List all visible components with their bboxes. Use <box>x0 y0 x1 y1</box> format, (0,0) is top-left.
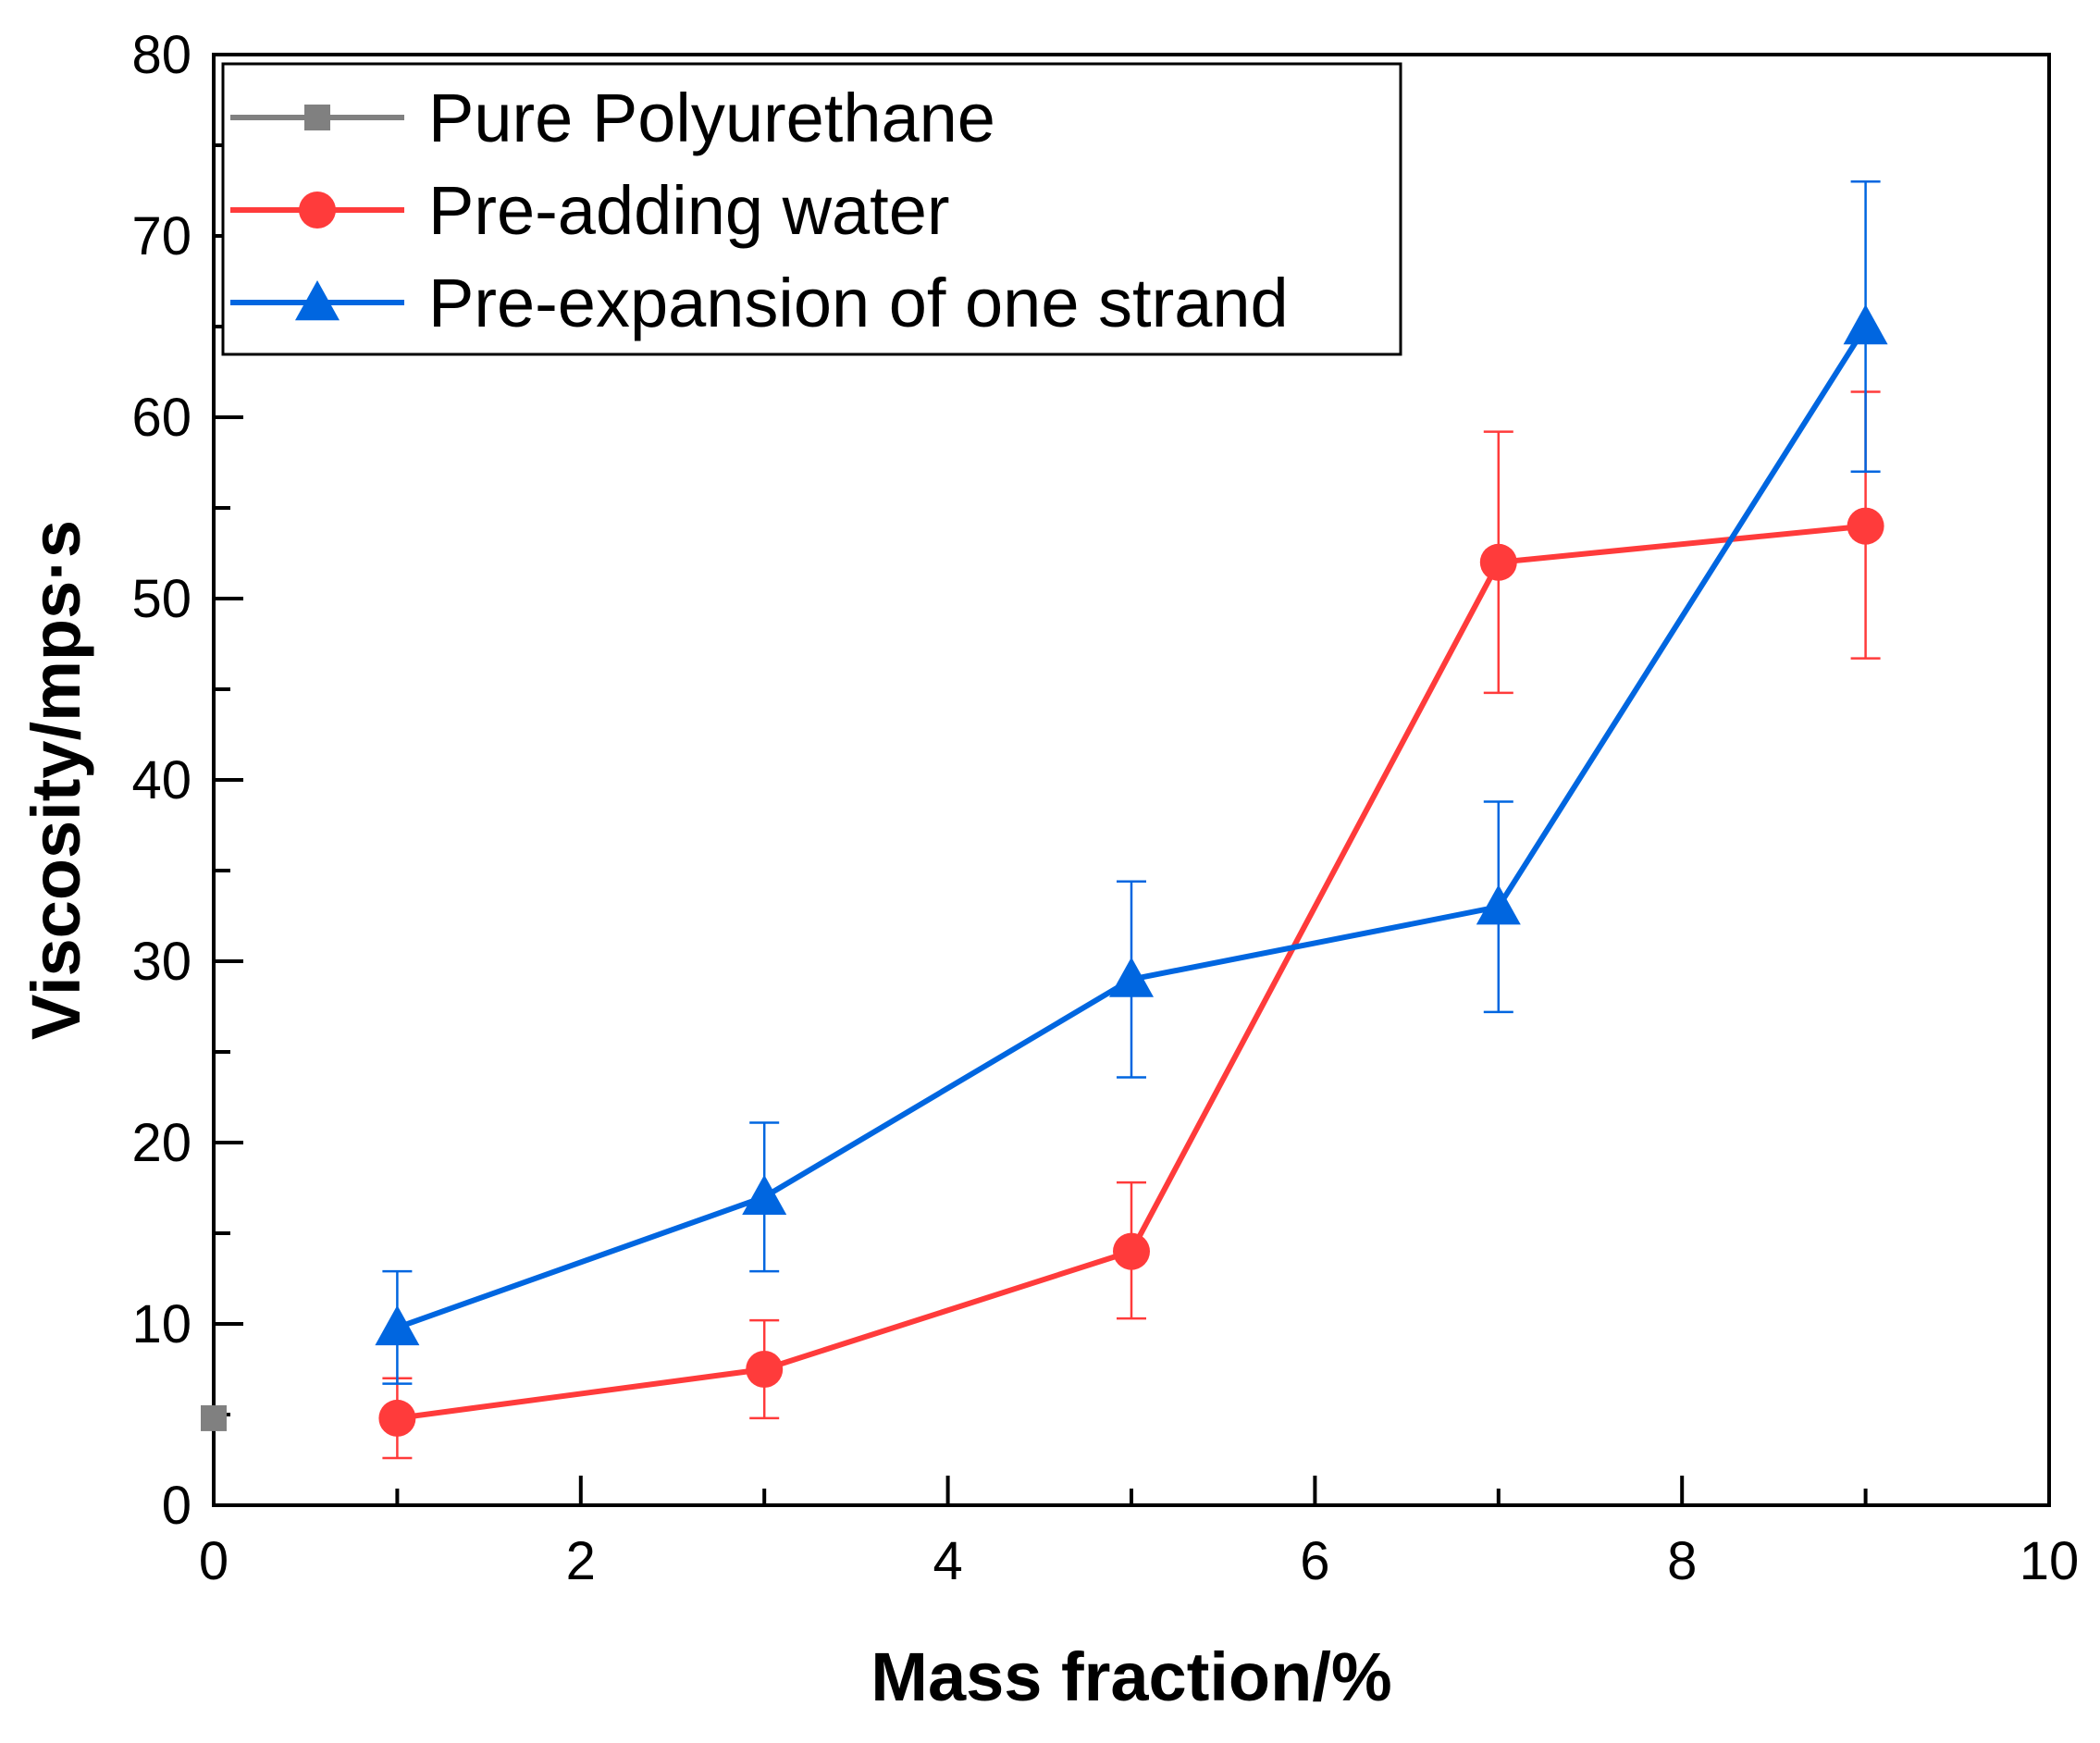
x-tick-label: 4 <box>933 1531 962 1591</box>
data-point <box>201 1404 227 1431</box>
data-point <box>742 1174 787 1215</box>
legend-item: Pre-adding water <box>230 172 950 249</box>
y-tick-label: 50 <box>131 569 191 629</box>
legend-box <box>221 62 1402 356</box>
data-point <box>1847 507 1884 545</box>
legend-circle-icon <box>299 192 336 229</box>
data-point <box>746 1351 784 1388</box>
legend-item: Pure Polyurethane <box>230 80 995 156</box>
x-tick-label: 10 <box>2020 1531 2080 1591</box>
y-tick-label: 80 <box>131 25 191 85</box>
data-point <box>1476 884 1521 925</box>
data-point <box>1113 1232 1150 1270</box>
x-tick-label: 8 <box>1667 1531 1697 1591</box>
legend-label: Pre-adding water <box>428 172 950 249</box>
x-tick-label: 6 <box>1300 1531 1329 1591</box>
legend-item: Pre-expansion of one strand <box>230 265 1289 341</box>
data-point <box>375 1304 420 1346</box>
y-tick-label: 20 <box>131 1113 191 1173</box>
data-point <box>1843 304 1888 345</box>
series-0 <box>201 1404 227 1431</box>
y-tick-label: 10 <box>131 1294 191 1354</box>
y-tick-label: 60 <box>131 388 191 448</box>
series-line <box>396 325 1869 1330</box>
series-2 <box>375 179 1888 1385</box>
data-point <box>1479 543 1517 581</box>
series-1 <box>378 390 1884 1460</box>
y-tick-label: 70 <box>131 206 191 266</box>
data-point <box>378 1399 416 1437</box>
y-tick-label: 30 <box>131 932 191 992</box>
x-tick-label: 2 <box>566 1531 596 1591</box>
y-tick-label: 0 <box>162 1476 191 1536</box>
x-axis-title: Mass fraction/% <box>871 1638 1391 1715</box>
data-point <box>1109 957 1154 997</box>
y-axis-title: Viscosity/mps·s <box>18 520 94 1040</box>
legend-square-icon <box>304 105 330 130</box>
x-tick-label: 0 <box>199 1531 229 1591</box>
y-tick-label: 40 <box>131 750 191 810</box>
legend-label: Pre-expansion of one strand <box>428 265 1289 341</box>
legend-triangle-icon <box>295 280 340 321</box>
legend-label: Pure Polyurethane <box>428 80 995 156</box>
